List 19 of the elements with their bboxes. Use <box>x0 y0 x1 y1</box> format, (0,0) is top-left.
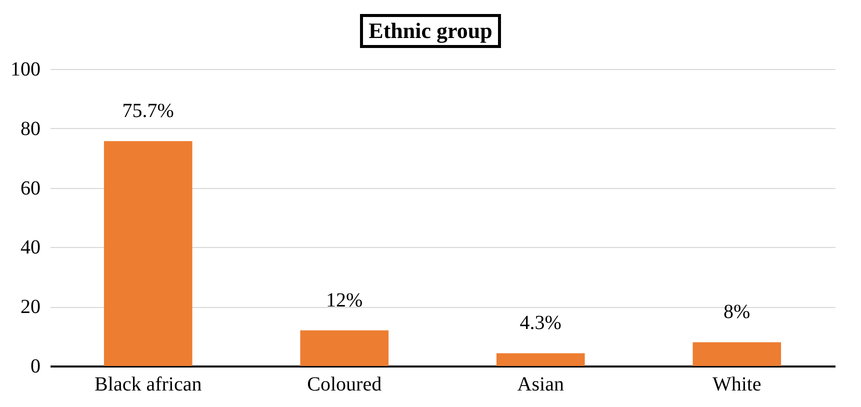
y-tick-label: 100 <box>10 58 40 80</box>
y-tick-label: 0 <box>30 356 40 378</box>
bar <box>692 342 782 366</box>
data-label: 12% <box>326 289 363 312</box>
y-tick-label: 20 <box>20 296 40 318</box>
chart-title: Ethnic group <box>360 14 502 48</box>
bar <box>496 353 585 366</box>
y-tick-label: 80 <box>20 118 40 140</box>
data-label: 75.7% <box>122 100 174 122</box>
x-tick-label: Coloured <box>307 374 382 396</box>
x-tick-label: Black african <box>94 374 202 396</box>
x-tick-label: White <box>712 374 762 396</box>
bar <box>300 330 389 366</box>
y-tick-label: 40 <box>20 236 40 259</box>
y-tick-label: 60 <box>20 177 40 200</box>
data-label: 8% <box>724 301 750 324</box>
x-tick-label: Asian <box>517 374 564 396</box>
data-label: 4.3% <box>520 312 562 334</box>
bar <box>104 141 192 366</box>
